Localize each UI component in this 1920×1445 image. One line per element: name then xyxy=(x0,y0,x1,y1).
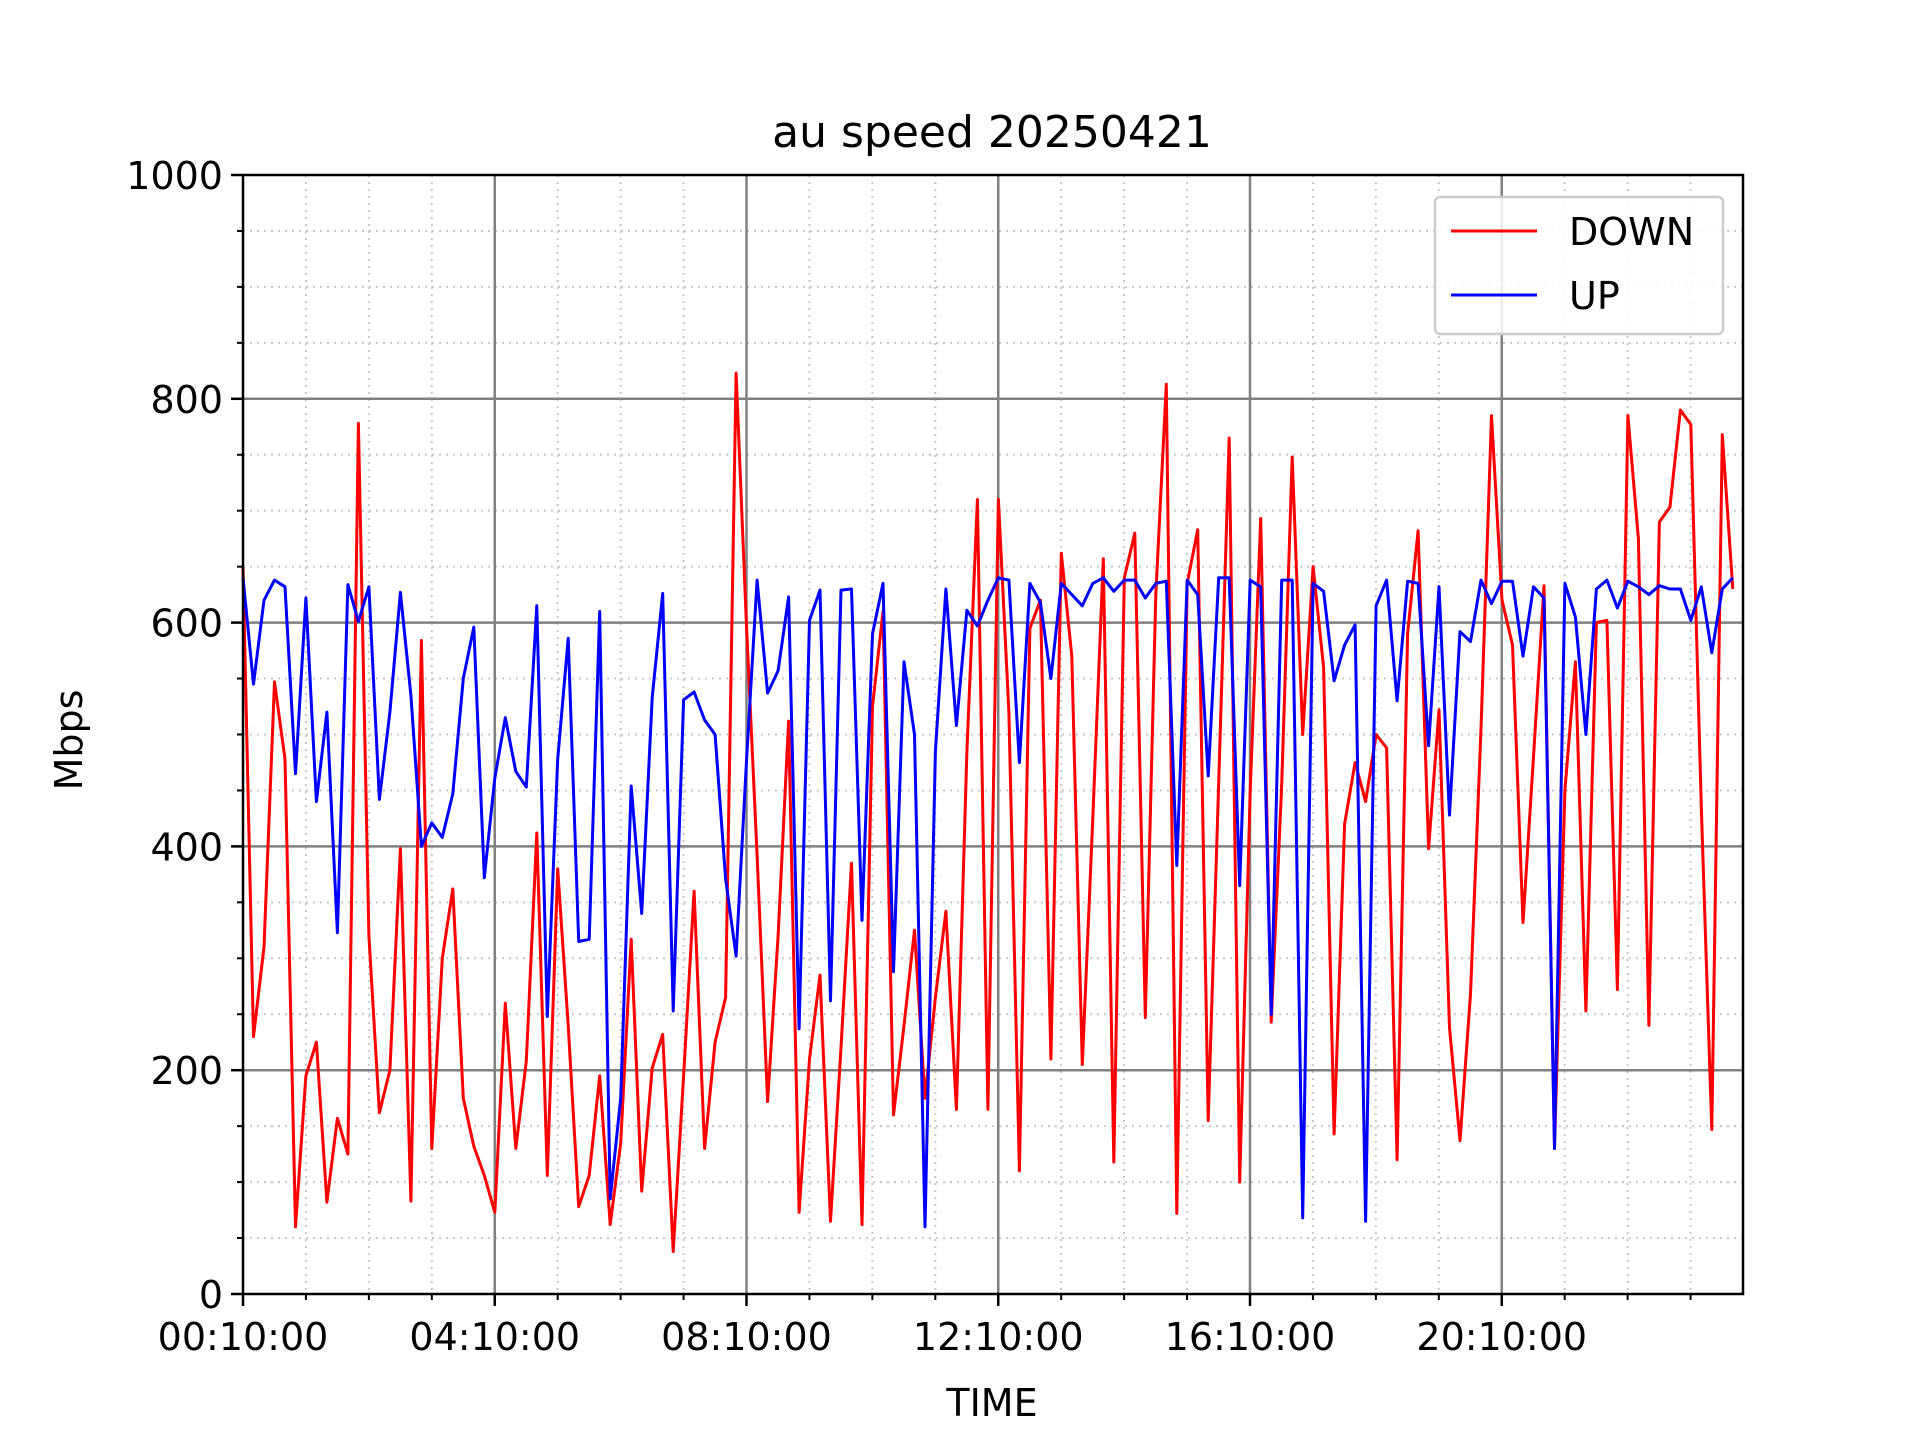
x-tick-label: 16:10:00 xyxy=(1165,1315,1336,1359)
x-tick-label: 08:10:00 xyxy=(661,1315,832,1359)
y-tick-label: 800 xyxy=(150,378,223,422)
series-line-down xyxy=(241,371,1735,1253)
y-tick-label: 0 xyxy=(199,1273,223,1317)
y-tick-label: 600 xyxy=(150,602,223,646)
y-tick-label: 1000 xyxy=(126,154,223,198)
x-tick-label: 12:10:00 xyxy=(913,1315,1084,1359)
legend-label-down: DOWN xyxy=(1569,210,1694,254)
y-tick-label: 200 xyxy=(150,1049,223,1093)
y-tick-label: 400 xyxy=(150,825,223,869)
x-tick-label: 00:10:00 xyxy=(158,1315,329,1359)
x-tick-label: 20:10:00 xyxy=(1416,1315,1587,1359)
legend: DOWN UP xyxy=(1433,195,1725,336)
x-axis-label: TIME xyxy=(945,1381,1037,1425)
legend-label-up: UP xyxy=(1569,274,1620,318)
chart-title: au speed 20250421 xyxy=(772,107,1212,158)
series-line-up xyxy=(241,576,1734,1229)
y-axis-label: Mbps xyxy=(47,690,91,791)
x-tick-label: 04:10:00 xyxy=(409,1315,580,1359)
